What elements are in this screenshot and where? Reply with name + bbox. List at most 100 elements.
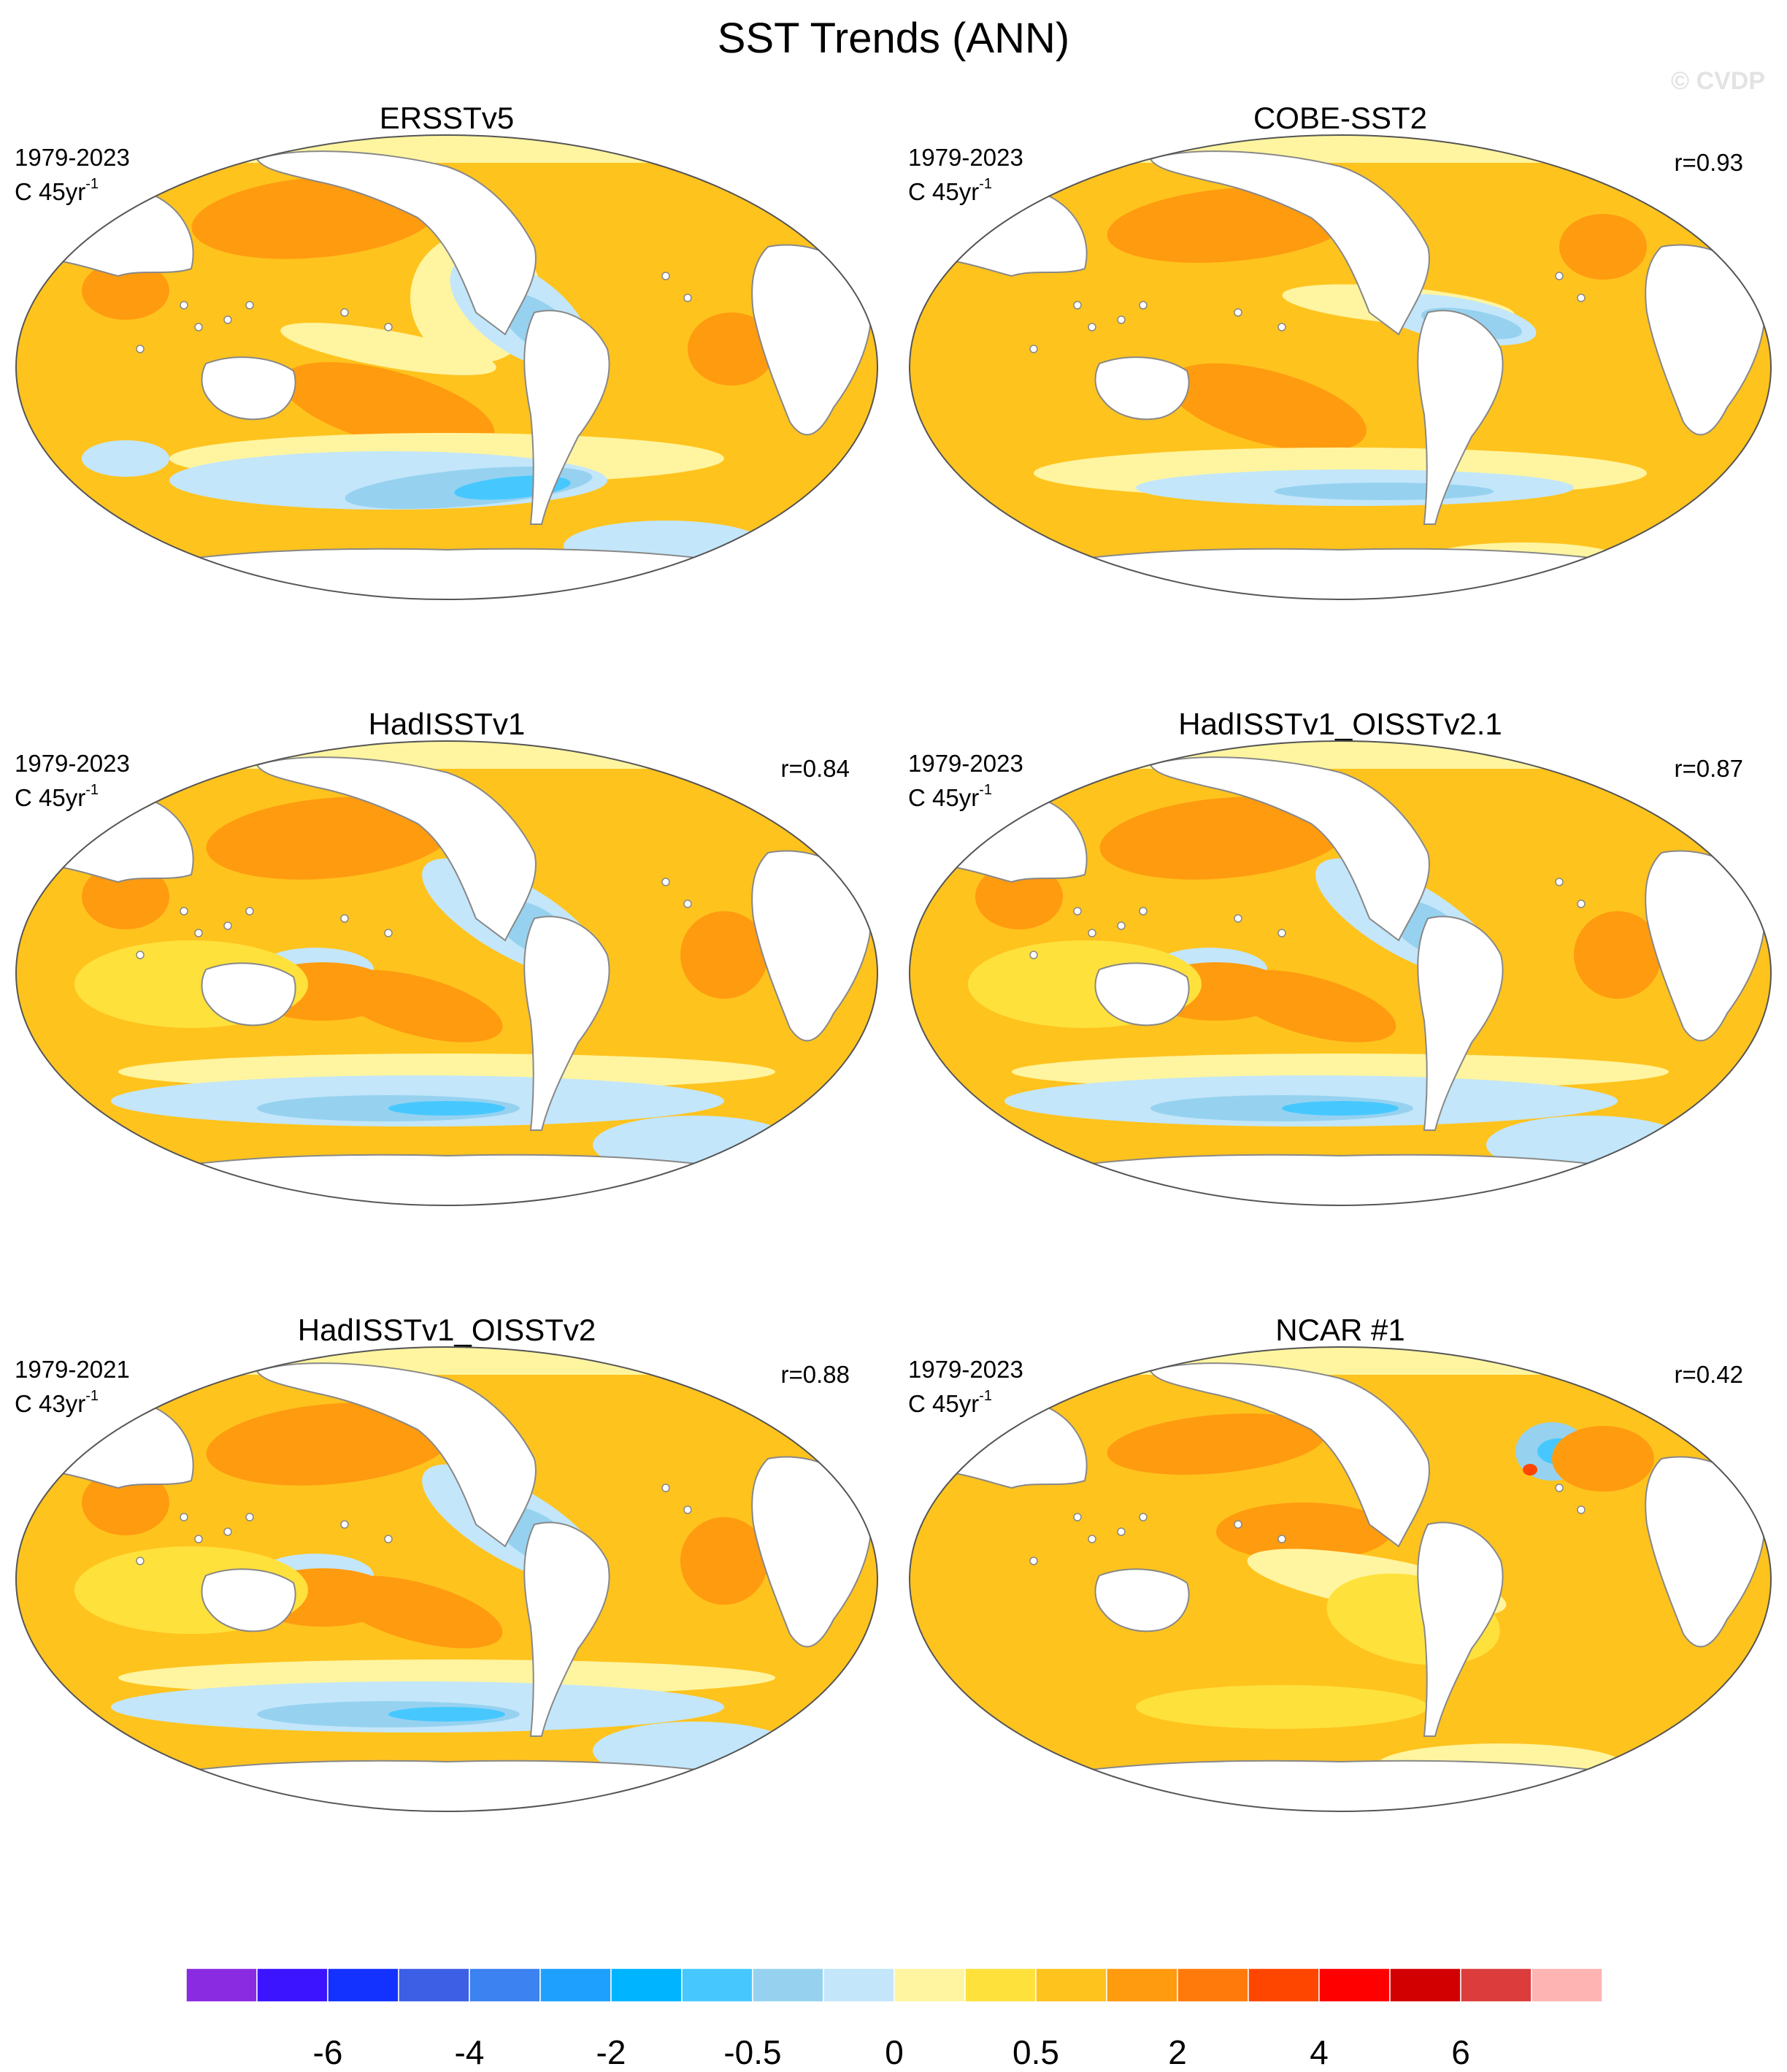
island (223, 921, 232, 930)
landmass (1094, 962, 1190, 1027)
island (384, 1535, 393, 1543)
map-border (909, 134, 1772, 600)
island (245, 1513, 254, 1522)
panel-period: 1979-2023 (908, 1356, 1023, 1383)
panel-title: HadISSTv1 (368, 707, 526, 741)
trend-region (388, 1707, 505, 1722)
panel-period: 1979-2023 (15, 750, 130, 777)
island (1139, 1513, 1148, 1522)
map-border (909, 740, 1772, 1206)
trend-region (1282, 1101, 1399, 1116)
island (180, 907, 188, 916)
panel-units: C 45yr-1 (908, 176, 992, 205)
landmass (1417, 310, 1504, 525)
island (1029, 345, 1038, 353)
colorbar-label: 0 (885, 2033, 904, 2071)
island (223, 315, 232, 324)
colorbar-swatch (894, 1968, 966, 2002)
island (1555, 1484, 1564, 1492)
colorbar-swatch (469, 1968, 541, 2002)
colorbar-swatch (1531, 1968, 1602, 2002)
colorbar-label: 6 (1451, 2033, 1470, 2071)
landmass (1149, 1362, 1430, 1548)
island (1234, 1520, 1242, 1529)
island (1277, 1535, 1286, 1543)
island (136, 951, 145, 959)
colorbar-swatch (610, 1968, 683, 2002)
trend-region (82, 1470, 169, 1535)
panel-correlation: r=0.42 (1674, 1361, 1744, 1388)
island (136, 345, 145, 353)
landmass (975, 548, 1706, 599)
map-border (15, 134, 878, 600)
island (1577, 1505, 1586, 1514)
landmass (201, 962, 296, 1027)
map-border (909, 1346, 1772, 1812)
panel-units: C 45yr-1 (15, 782, 99, 811)
projection-map (15, 134, 878, 600)
island (1555, 272, 1564, 280)
landmass (255, 756, 537, 942)
landmass (975, 1154, 1706, 1205)
landmass (1149, 150, 1430, 336)
landmass (81, 1154, 812, 1205)
colorbar-swatch (1460, 1968, 1532, 2002)
landmass (523, 310, 610, 525)
panel-correlation: r=0.84 (780, 755, 850, 782)
colorbar-swatch (327, 1968, 399, 2002)
landmass (201, 1568, 296, 1632)
landmass (255, 1362, 537, 1548)
watermark: © CVDP (1671, 67, 1765, 95)
colorbar-swatch (681, 1968, 753, 2002)
island (340, 1520, 349, 1529)
trend-region (1216, 1503, 1391, 1561)
island (1088, 323, 1096, 331)
island (1029, 951, 1038, 959)
colorbar-swatch (752, 1968, 824, 2002)
island (1073, 1513, 1082, 1522)
island (1139, 301, 1148, 310)
panel-period: 1979-2021 (15, 1356, 130, 1383)
panel-period: 1979-2023 (908, 144, 1023, 171)
landmass (1094, 1568, 1190, 1632)
trend-region (1107, 1413, 1326, 1475)
colorbar-swatch (256, 1968, 328, 2002)
trend-region (1136, 1685, 1428, 1729)
island (1277, 323, 1286, 331)
trend-region (82, 864, 169, 929)
island (340, 308, 349, 317)
panel-correlation: r=0.87 (1674, 755, 1744, 782)
projection-map (909, 740, 1772, 1206)
island (1117, 315, 1126, 324)
colorbar-swatch (1177, 1968, 1249, 2002)
landmass (975, 1760, 1706, 1811)
map-panel: ERSSTv5 1979-2023 C 45yr-1 (0, 0, 894, 606)
trend-region (1559, 214, 1647, 280)
colorbar-swatch (1106, 1968, 1178, 2002)
trend-region (1099, 797, 1348, 880)
island (194, 1535, 203, 1543)
trend-region (388, 1101, 505, 1116)
landmass (1149, 756, 1430, 942)
trend-region (82, 440, 169, 477)
trend-region (1168, 363, 1367, 452)
island (1234, 914, 1242, 923)
colorbar-swatch (823, 1968, 895, 2002)
panel-title: HadISSTv1_OISSTv2 (297, 1313, 596, 1347)
landmass (1417, 916, 1504, 1131)
colorbar-swatch (1389, 1968, 1461, 2002)
projection-map (909, 134, 1772, 600)
island (1073, 907, 1082, 916)
island (1234, 308, 1242, 317)
island (194, 323, 203, 331)
island (1555, 878, 1564, 886)
trend-region (680, 1517, 768, 1605)
map-panel: HadISSTv1 1979-2023 C 45yr-1 r=0.84 (0, 606, 894, 1212)
island (340, 914, 349, 923)
trend-region (975, 864, 1063, 929)
map-panel: NCAR #1 1979-2023 C 45yr-1 r=0.42 (894, 1212, 1787, 1818)
colorbar-swatch (1035, 1968, 1107, 2002)
colorbar-swatch (964, 1968, 1037, 2002)
landmass (255, 150, 537, 336)
panel-correlation: r=0.88 (780, 1361, 850, 1388)
